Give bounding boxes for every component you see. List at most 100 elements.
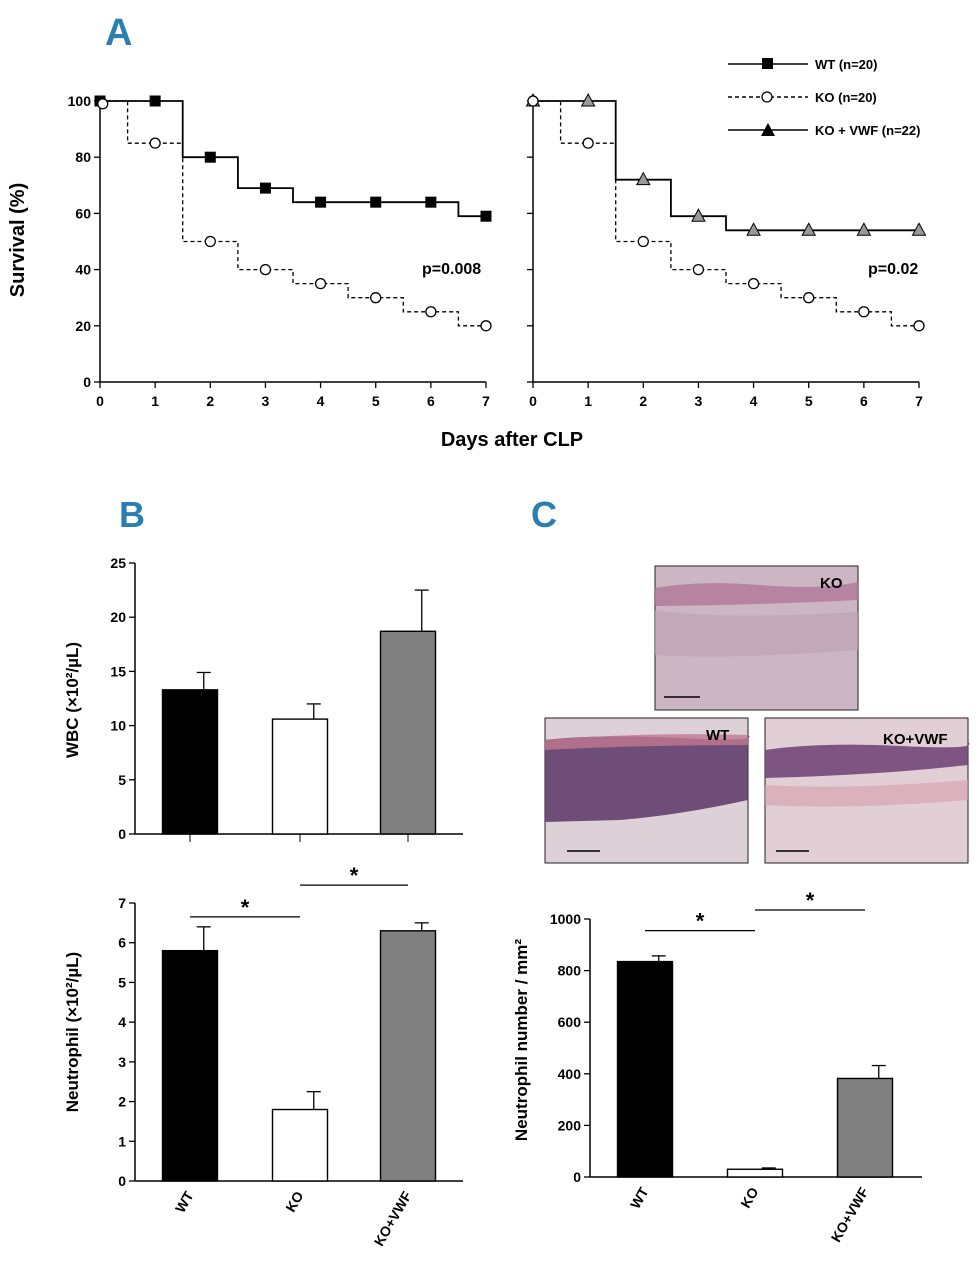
point-ko-vwf (691, 208, 706, 222)
y-tick-label: 0 (573, 1169, 581, 1185)
y-tick-label: 10 (110, 718, 126, 734)
survival-x-label: Days after CLP (441, 429, 583, 451)
point-ko (913, 320, 925, 332)
point-ko (637, 235, 649, 248)
bar-ko (726, 1168, 784, 1178)
histology-kovwf-stroma (765, 780, 968, 807)
point-ko-vwf (746, 222, 761, 236)
histology-kovwf-label: KO+VWF (883, 731, 948, 748)
y-tick-label: 0 (118, 826, 126, 842)
x-tick-label: 0 (96, 393, 104, 409)
x-tick-label: 5 (372, 393, 380, 409)
panel-label-a: A (105, 12, 132, 54)
y-tick-label: 1 (118, 1133, 126, 1149)
point-ko (370, 292, 382, 304)
y-tick-label: 25 (110, 555, 126, 571)
category-label: KO (282, 1188, 306, 1214)
neutrophil-tissue-bar-chart: 0 200 400 600 800 1000 WT KO KO+VWF * * (550, 888, 922, 1245)
point-ko (259, 263, 272, 276)
category-label: KO+VWF (828, 1184, 872, 1245)
y-tick-label: 2 (118, 1094, 126, 1110)
point-wt (425, 196, 437, 208)
point-ko (97, 98, 109, 110)
series-line-ko-vwf (533, 100, 919, 232)
x-tick-label: 1 (151, 393, 159, 409)
y-tick-label: 15 (110, 663, 126, 679)
point-wt (149, 95, 161, 107)
point-ko (747, 277, 760, 290)
y-tick-label: 5 (118, 974, 126, 990)
bar-ko-vwf (379, 930, 437, 1182)
category-label: KO+VWF (371, 1188, 415, 1249)
significance-star: * (350, 863, 359, 888)
x-tick-label: 2 (639, 393, 647, 409)
histology-ko: KO (654, 565, 859, 711)
histology-wt-epithelium (545, 734, 748, 750)
point-ko (149, 137, 161, 149)
bar-ko-vwf (379, 630, 437, 835)
legend-kovwf-label: KO + VWF (n=22) (815, 123, 920, 138)
y-tick-label: 6 (118, 935, 126, 951)
point-ko (692, 263, 705, 276)
point-ko (204, 235, 216, 248)
point-ko (480, 320, 492, 332)
histology-wt-infiltrate (545, 735, 750, 822)
bar-ko (271, 718, 329, 835)
x-tick-label: 0 (529, 393, 537, 409)
y-tick-label: 1000 (550, 911, 581, 927)
significance-star: * (696, 909, 705, 934)
legend: WT (n=20) KO (n=20) KO + VWF (n=22) (728, 57, 920, 138)
x-tick-label: 4 (317, 393, 325, 409)
y-tick-label: 40 (75, 262, 91, 278)
y-tick-label: 20 (110, 609, 126, 625)
x-tick-label: 1 (584, 393, 592, 409)
histology-ko-label: KO (820, 575, 843, 592)
point-ko-vwf (801, 222, 817, 236)
point-wt (204, 151, 216, 163)
point-ko (858, 306, 870, 318)
y-tick-label: 600 (558, 1014, 582, 1030)
x-tick-label: 2 (206, 393, 214, 409)
x-tick-label: 4 (750, 393, 758, 409)
point-ko-vwf (911, 222, 927, 236)
y-tick-label: 4 (118, 1014, 126, 1030)
panel-label-c: C (531, 494, 557, 535)
neutrophil-tissue-y-label: Neutrophil number / mm² (512, 939, 531, 1141)
bar-wt (161, 689, 219, 835)
point-wt (315, 196, 327, 208)
point-wt (259, 182, 271, 194)
histology-kovwf: KO+VWF (764, 717, 970, 864)
point-ko-vwf (635, 171, 651, 186)
y-tick-label: 0 (83, 374, 91, 390)
point-ko (527, 95, 539, 107)
y-tick-label: 20 (75, 318, 91, 334)
point-ko (582, 137, 594, 149)
series-line-ko (100, 100, 486, 327)
legend-ko-marker (761, 91, 773, 103)
point-ko (425, 306, 437, 318)
y-tick-label: 0 (118, 1173, 126, 1189)
survival-chart-right: 0 1 2 3 4 5 6 7 (525, 92, 927, 409)
point-wt (480, 210, 492, 222)
y-tick-label: 800 (558, 963, 582, 979)
bar-wt (161, 949, 219, 1182)
x-tick-label: 6 (860, 393, 868, 409)
bar-wt (616, 960, 674, 1178)
p-value-right: p=0.02 (868, 261, 918, 278)
legend-wt-label: WT (n=20) (815, 57, 877, 72)
histology-kovwf-infiltrate (765, 742, 970, 778)
y-tick-label: 80 (75, 149, 91, 165)
p-value-left: p=0.008 (422, 261, 481, 278)
y-tick-label: 5 (118, 772, 126, 788)
y-tick-label: 7 (118, 895, 126, 911)
point-wt (370, 196, 382, 208)
point-ko-vwf (580, 92, 596, 107)
point-ko-vwf (856, 222, 872, 236)
x-tick-label: 7 (915, 393, 923, 409)
significance-star: * (241, 895, 250, 920)
legend-ko-label: KO (n=20) (815, 90, 877, 105)
legend-wt-marker (762, 58, 773, 69)
significance-star: * (806, 888, 815, 913)
x-tick-label: 6 (427, 393, 435, 409)
